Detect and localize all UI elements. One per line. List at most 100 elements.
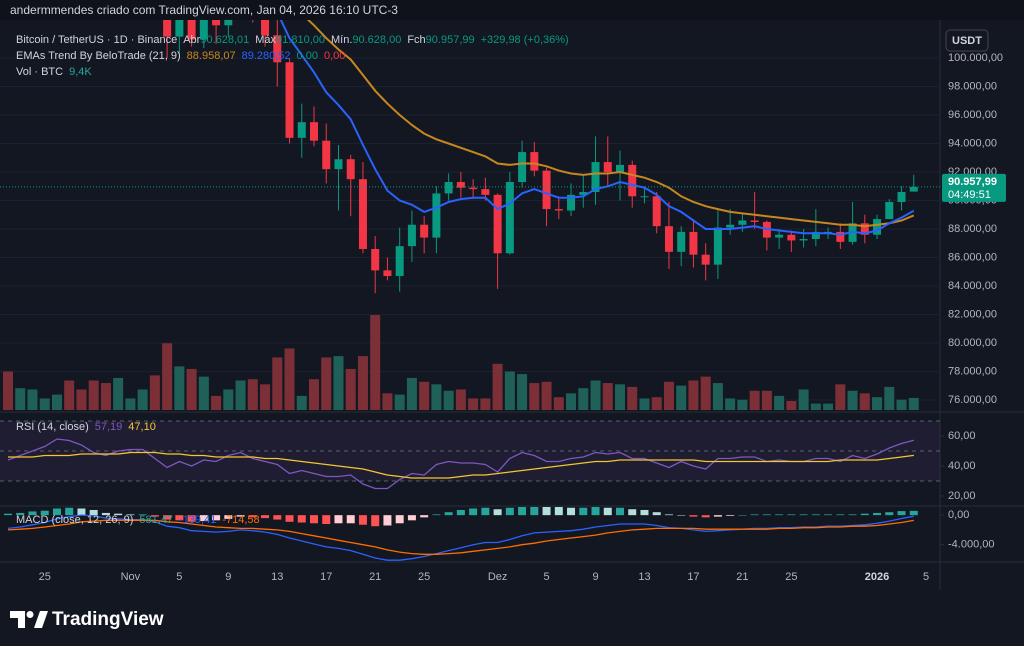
legend-value: 57,19: [95, 421, 123, 433]
currency-button[interactable]: [945, 29, 989, 52]
histogram-bar: [52, 508, 61, 516]
candle-body: [383, 270, 392, 277]
volume-bar: [627, 386, 638, 410]
volume-bar: [712, 383, 723, 410]
volume-bar: [468, 398, 479, 410]
volume-bar: [309, 379, 319, 410]
legend-value: 9,4K: [69, 66, 92, 78]
volume-bar: [443, 390, 454, 410]
histogram-bar: [444, 512, 453, 516]
histogram-bar: [114, 513, 123, 516]
candle-body: [285, 62, 294, 138]
line: [7, 514, 914, 561]
volume-bar: [113, 377, 124, 410]
candle-body: [542, 170, 551, 210]
volume-bar: [431, 384, 442, 410]
legend-value: 581,47: [139, 514, 173, 526]
candle-body: [518, 152, 527, 183]
pane: [4, 507, 918, 561]
histogram-bar: [750, 514, 759, 516]
histogram-bar: [616, 507, 624, 516]
y-tick-label: 84.000,00: [948, 280, 997, 292]
line: [306, 20, 915, 228]
candle-body: [897, 191, 906, 202]
histogram-bar: [824, 514, 833, 516]
histogram-bar: [811, 514, 820, 516]
x-tick-label: Nov: [121, 571, 141, 583]
x-tick-label: 13: [271, 571, 283, 583]
histogram-bar: [738, 515, 747, 516]
candle-body: [591, 162, 600, 192]
histogram-bar: [322, 515, 331, 525]
histogram-bar: [395, 515, 404, 524]
volume-bar: [810, 403, 821, 410]
histogram-bar: [836, 514, 845, 516]
volume-bar: [908, 397, 919, 410]
countdown: 04:49:51: [948, 189, 991, 201]
histogram-bar: [310, 515, 318, 524]
histogram-bar: [40, 510, 49, 516]
y-tick-label: 60,00: [948, 430, 976, 442]
legend-label: Fch: [407, 34, 425, 46]
candle-body: [420, 224, 429, 238]
histogram-bar: [383, 515, 392, 526]
volume-bar: [774, 395, 785, 410]
legend-value: 90.957,99: [426, 34, 475, 46]
volume-bar: [872, 397, 883, 410]
histogram-bar: [554, 507, 563, 516]
candle-body: [456, 182, 465, 188]
histogram-bar: [248, 515, 257, 518]
volume-bar: [786, 401, 797, 410]
volume-bar: [333, 356, 344, 410]
indicator-value: 88.958,07: [187, 50, 236, 62]
candle-body: [322, 140, 331, 170]
histogram-bar: [713, 515, 722, 517]
x-tick-label: 25: [785, 571, 797, 583]
volume-bar: [321, 357, 332, 410]
histogram-bar: [664, 514, 673, 516]
histogram-bar: [138, 514, 147, 516]
candle-body: [554, 209, 563, 211]
legend-value: -139,41: [179, 514, 216, 526]
y-tick-label: 80.000,00: [948, 337, 997, 349]
volume-bar: [835, 384, 846, 410]
legend-value: 90.628,00: [352, 34, 401, 46]
x-tick-label: Dez: [488, 571, 508, 583]
histogram-bar: [689, 515, 698, 517]
candle-body: [689, 231, 698, 255]
volume-bar: [553, 397, 564, 410]
histogram-bar: [628, 509, 637, 516]
volume-bar: [517, 374, 528, 410]
legend-title: MACD (close, 12, 26, 9): [16, 514, 133, 526]
volume-bar: [651, 397, 662, 410]
volume-bar: [211, 395, 222, 410]
currency-label: USDT: [952, 35, 982, 47]
volume-bar: [39, 398, 50, 410]
candle-body: [199, 20, 208, 40]
volume-bar: [676, 385, 687, 410]
histogram-bar: [420, 515, 429, 518]
candle-body: [505, 182, 514, 254]
logo-shape: [10, 611, 25, 628]
histogram-bar: [787, 514, 796, 516]
candle-body: [297, 122, 306, 138]
histogram-bar: [677, 515, 686, 516]
volume-bar: [174, 366, 185, 410]
histogram-bar: [493, 509, 502, 516]
volume-bar: [284, 348, 295, 410]
histogram-bar: [4, 513, 12, 516]
volume-bar: [823, 403, 834, 410]
y-tick-label: 100.000,00: [948, 52, 1003, 64]
logo-shape: [34, 611, 48, 628]
volume-bar: [541, 381, 552, 410]
x-tick-label: 9: [592, 571, 598, 583]
volume-bar: [504, 371, 515, 410]
histogram-bar: [579, 507, 588, 516]
volume-bar: [578, 388, 589, 410]
x-tick-label: 25: [418, 571, 430, 583]
candle-body: [873, 219, 882, 235]
histogram-bar: [297, 515, 306, 523]
volume-bar: [235, 380, 246, 410]
histogram-bar: [909, 510, 918, 516]
